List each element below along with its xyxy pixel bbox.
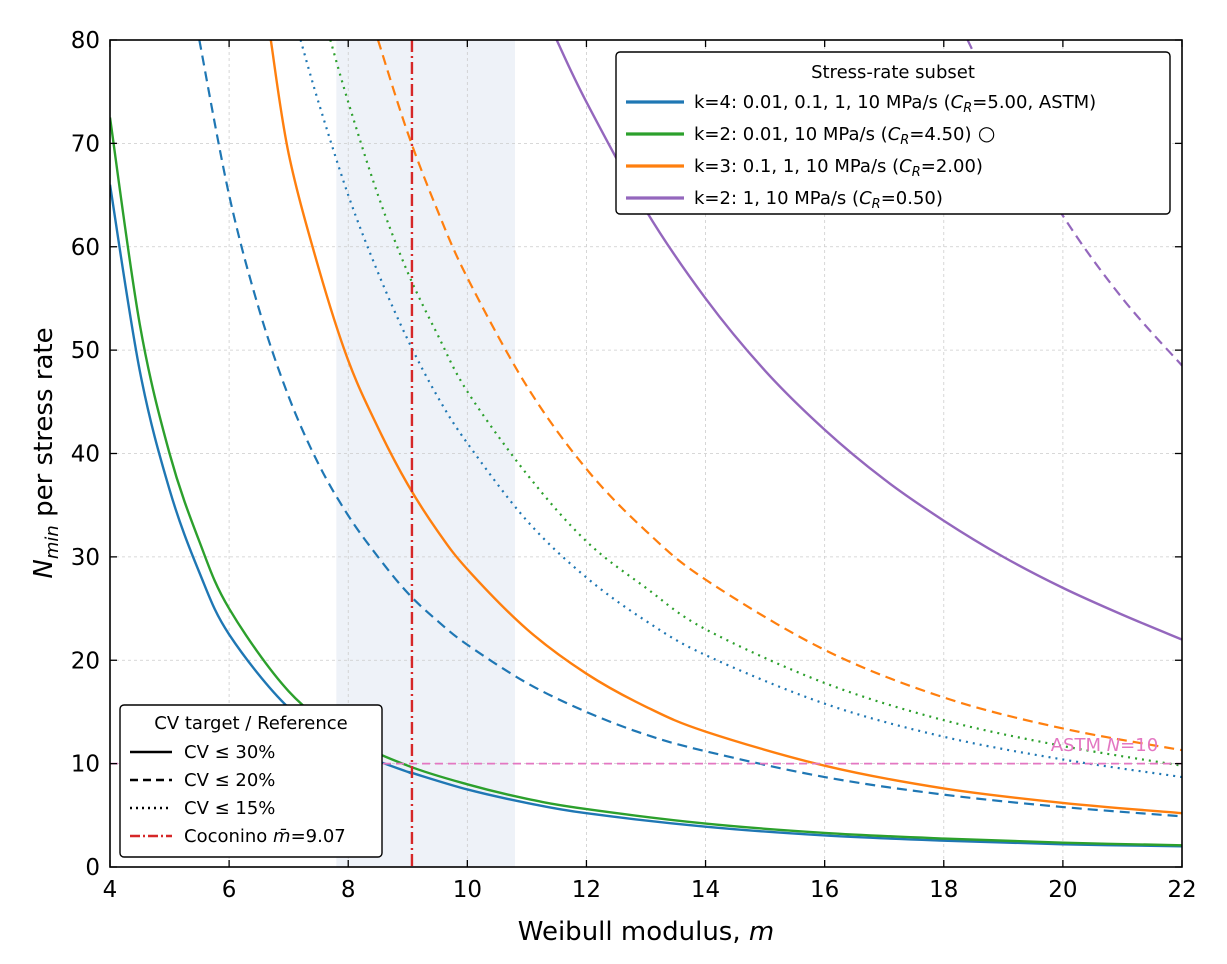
x-axis-title: Weibull modulus, m	[518, 917, 774, 947]
y-tick-label: 0	[85, 855, 100, 881]
curve-k2a-cv15	[329, 40, 1182, 767]
legend-cv-title: CV target / Reference	[154, 713, 347, 734]
x-tick-label: 22	[1167, 877, 1196, 903]
x-tick-label: 10	[453, 877, 482, 903]
legend-cv-entry-text: CV ≤ 30%	[184, 742, 275, 763]
legend-stress-rate-title: Stress-rate subset	[811, 62, 975, 83]
y-axis-title: Nmin per stress rate	[29, 327, 63, 578]
curve-k4-cv20	[198, 40, 1182, 818]
legend-cv-entry-text-b: =9.07	[291, 826, 346, 847]
legend-cv-entry-text: Coconino	[184, 826, 273, 847]
legend-entry-text-b: =5.00, ASTM)	[972, 92, 1096, 113]
legend-cv-entry: CV ≤ 30%	[184, 742, 275, 763]
legend-entry-text-b: =4.50)	[909, 124, 971, 145]
legend-entry-text: k=3: 0.1, 1, 10 MPa/s (	[694, 156, 899, 177]
legend-entry: k=2: 1, 10 MPa/s (CR=0.50)	[694, 188, 943, 212]
x-tick-label: 20	[1048, 877, 1077, 903]
y-tick-label: 40	[71, 442, 100, 468]
y-tick-label: 80	[71, 28, 100, 54]
legend-entry-sub: R	[900, 133, 909, 148]
x-tick-label: 16	[810, 877, 839, 903]
tick-layer: 4 6 8 10 12 14 16 18 20 22 0 10 20 30 40 50 60 70 80	[71, 28, 1197, 903]
y-tick-label: 50	[71, 338, 100, 364]
y-tick-label: 70	[71, 131, 100, 157]
legend-entry-sub: R	[912, 165, 921, 180]
annot-suffix: =10	[1120, 735, 1158, 756]
legend-entry-sub: R	[963, 101, 972, 116]
curve-k2b-cv20	[966, 40, 1182, 367]
legend-cv-entry: CV ≤ 20%	[184, 770, 275, 791]
x-axis-title-text: Weibull modulus,	[518, 917, 749, 947]
legend-entry-text: k=4: 0.01, 0.1, 1, 10 MPa/s (	[694, 92, 951, 113]
legend-cv-entry: CV ≤ 15%	[184, 798, 275, 819]
y-axis-title-var: N	[29, 559, 59, 578]
legend-entry-text: k=2: 0.01, 10 MPa/s (	[694, 124, 888, 145]
legend-entry-text-b: =2.00)	[921, 156, 983, 177]
legend-entry: k=4: 0.01, 0.1, 1, 10 MPa/s (CR=5.00, AS…	[694, 92, 1096, 116]
curve-k3-cv30	[269, 40, 1182, 815]
legend-cv-entry-sym: m̄	[273, 826, 291, 847]
curve-k4-cv15	[299, 40, 1182, 779]
legend-entry-sym: C	[888, 124, 901, 145]
curve-k2a-cv30	[110, 117, 1182, 847]
x-tick-label: 12	[572, 877, 601, 903]
x-tick-label: 6	[222, 877, 237, 903]
legend-entry: k=3: 0.1, 1, 10 MPa/s (CR=2.00)	[694, 156, 983, 180]
x-axis-title-var: m	[749, 917, 774, 947]
annot-prefix: ASTM	[1051, 735, 1107, 756]
y-tick-label: 30	[71, 545, 100, 571]
annot-var: N	[1107, 735, 1120, 756]
legend-cv-entry-text: CV ≤ 20%	[184, 770, 275, 791]
legend-entry-marker: ○	[972, 121, 996, 145]
y-axis-title-sub: min	[42, 525, 63, 559]
x-tick-label: 8	[341, 877, 356, 903]
legend-entry-sub: R	[872, 197, 881, 212]
reference-layer	[110, 40, 1182, 867]
legend-entry-text-b: =0.50)	[881, 188, 943, 209]
legend-cv-box	[119, 704, 383, 858]
legend-entry-text: k=2: 1, 10 MPa/s (	[694, 188, 859, 209]
series-layer	[110, 40, 1182, 848]
legend-cv-entry-text: CV ≤ 15%	[184, 798, 275, 819]
y-tick-label: 10	[71, 752, 100, 778]
curve-k3-cv20	[376, 40, 1182, 752]
legend-stress-rate: Stress-rate subset k=4: 0.01, 0.1, 1, 10 …	[615, 51, 1171, 215]
y-tick-label: 20	[71, 648, 100, 674]
legend-entry-sym: C	[951, 92, 964, 113]
x-tick-label: 18	[929, 877, 958, 903]
legend-stress-rate-box	[615, 51, 1171, 215]
x-tick-label: 4	[103, 877, 118, 903]
legend-entry: k=2: 0.01, 10 MPa/s (CR=4.50) ○	[694, 121, 995, 148]
legend-cv-entry: Coconino m̄=9.07	[184, 826, 346, 847]
legend-entry-sym: C	[859, 188, 872, 209]
y-tick-label: 60	[71, 235, 100, 261]
legend-cv-target: CV target / Reference CV ≤ 30% CV ≤ 20% CV …	[119, 704, 383, 858]
astm-annotation: ASTM N=10	[1051, 735, 1158, 756]
legend-entry-sym: C	[899, 156, 912, 177]
x-tick-label: 14	[691, 877, 720, 903]
y-axis-title-text: per stress rate	[29, 327, 59, 525]
